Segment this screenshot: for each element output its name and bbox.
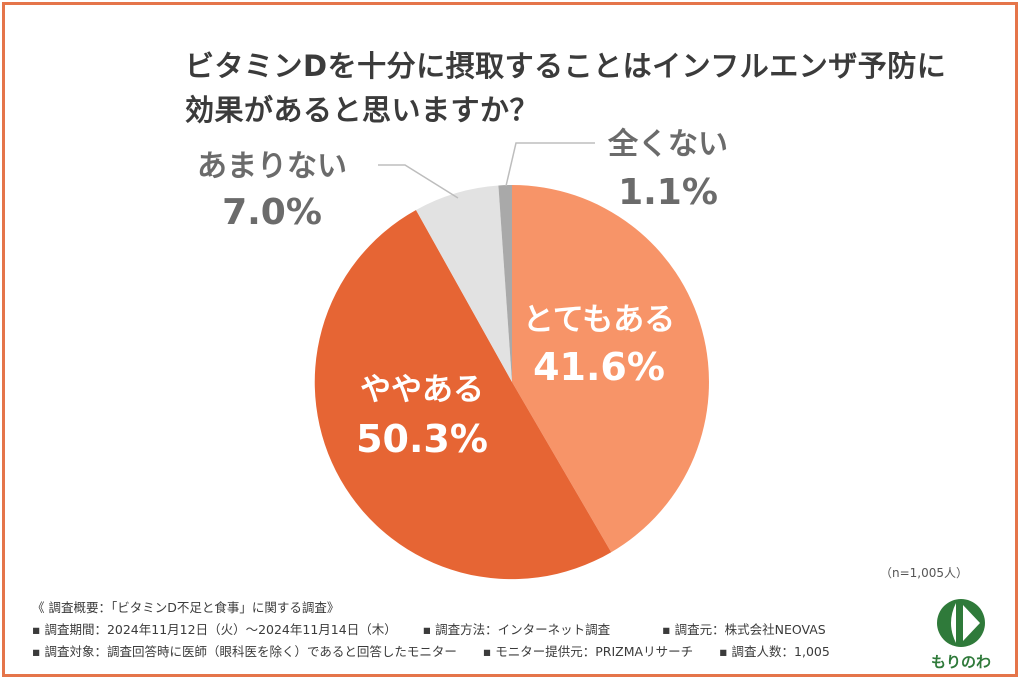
- brand-logo: もりのわ: [926, 593, 996, 675]
- leaf-logo-icon: [937, 599, 985, 647]
- leader-line-not-at-all: [505, 142, 595, 187]
- slice-value-not-at-all: 1.1%: [618, 172, 718, 213]
- leader-line-not-much: [378, 164, 459, 199]
- survey-organizer: ▪ 調査元：株式会社NEOVAS: [662, 622, 826, 637]
- sample-size-note: （n=1,005人）: [880, 566, 969, 580]
- slice-label-somewhat: ややある: [360, 372, 484, 408]
- slice-label-not-much: あまりない: [197, 149, 347, 184]
- survey-method: ▪ 調査方法：インターネット調査: [422, 622, 611, 637]
- slice-value-somewhat: 50.3%: [356, 417, 488, 461]
- pie-slice-very: [512, 185, 709, 553]
- survey-provider: ▪ モニター提供元：PRIZMAリサーチ: [482, 644, 694, 659]
- survey-heading: 《 調査概要：「ビタミンD不足と食事」に関する調査》: [32, 600, 340, 615]
- survey-target: ▪ 調査対象：調査回答時に医師（眼科医を除く）であると回答したモニター: [32, 644, 457, 659]
- slice-label-not-at-all: 全くない: [607, 127, 728, 162]
- brand-logo-text: もりのわ: [930, 653, 991, 671]
- survey-overview: 《 調査概要：「ビタミンD不足と食事」に関する調査》 ▪ 調査期間：2024年1…: [32, 597, 830, 663]
- pie-slice-somewhat: [314, 209, 612, 580]
- chart-title: ビタミンDを十分に摂取することはインフルエンザ予防に 効果があると思いますか？: [185, 44, 947, 132]
- survey-period: ▪ 調査期間：2024年11月12日（火）〜2024年11月14日（木）: [32, 622, 397, 637]
- pie-slice-not-much: [416, 185, 512, 382]
- survey-count: ▪ 調査人数：1,005: [719, 644, 830, 659]
- pie-slice-not-at-all: [498, 185, 512, 382]
- slice-label-very: とてもある: [523, 302, 676, 338]
- chart-title-line-2: 効果があると思いますか？: [185, 93, 540, 127]
- chart-title-line-1: ビタミンDを十分に摂取することはインフルエンザ予防に: [185, 49, 947, 83]
- slice-value-not-much: 7.0%: [222, 192, 322, 233]
- slice-value-very: 41.6%: [533, 345, 665, 389]
